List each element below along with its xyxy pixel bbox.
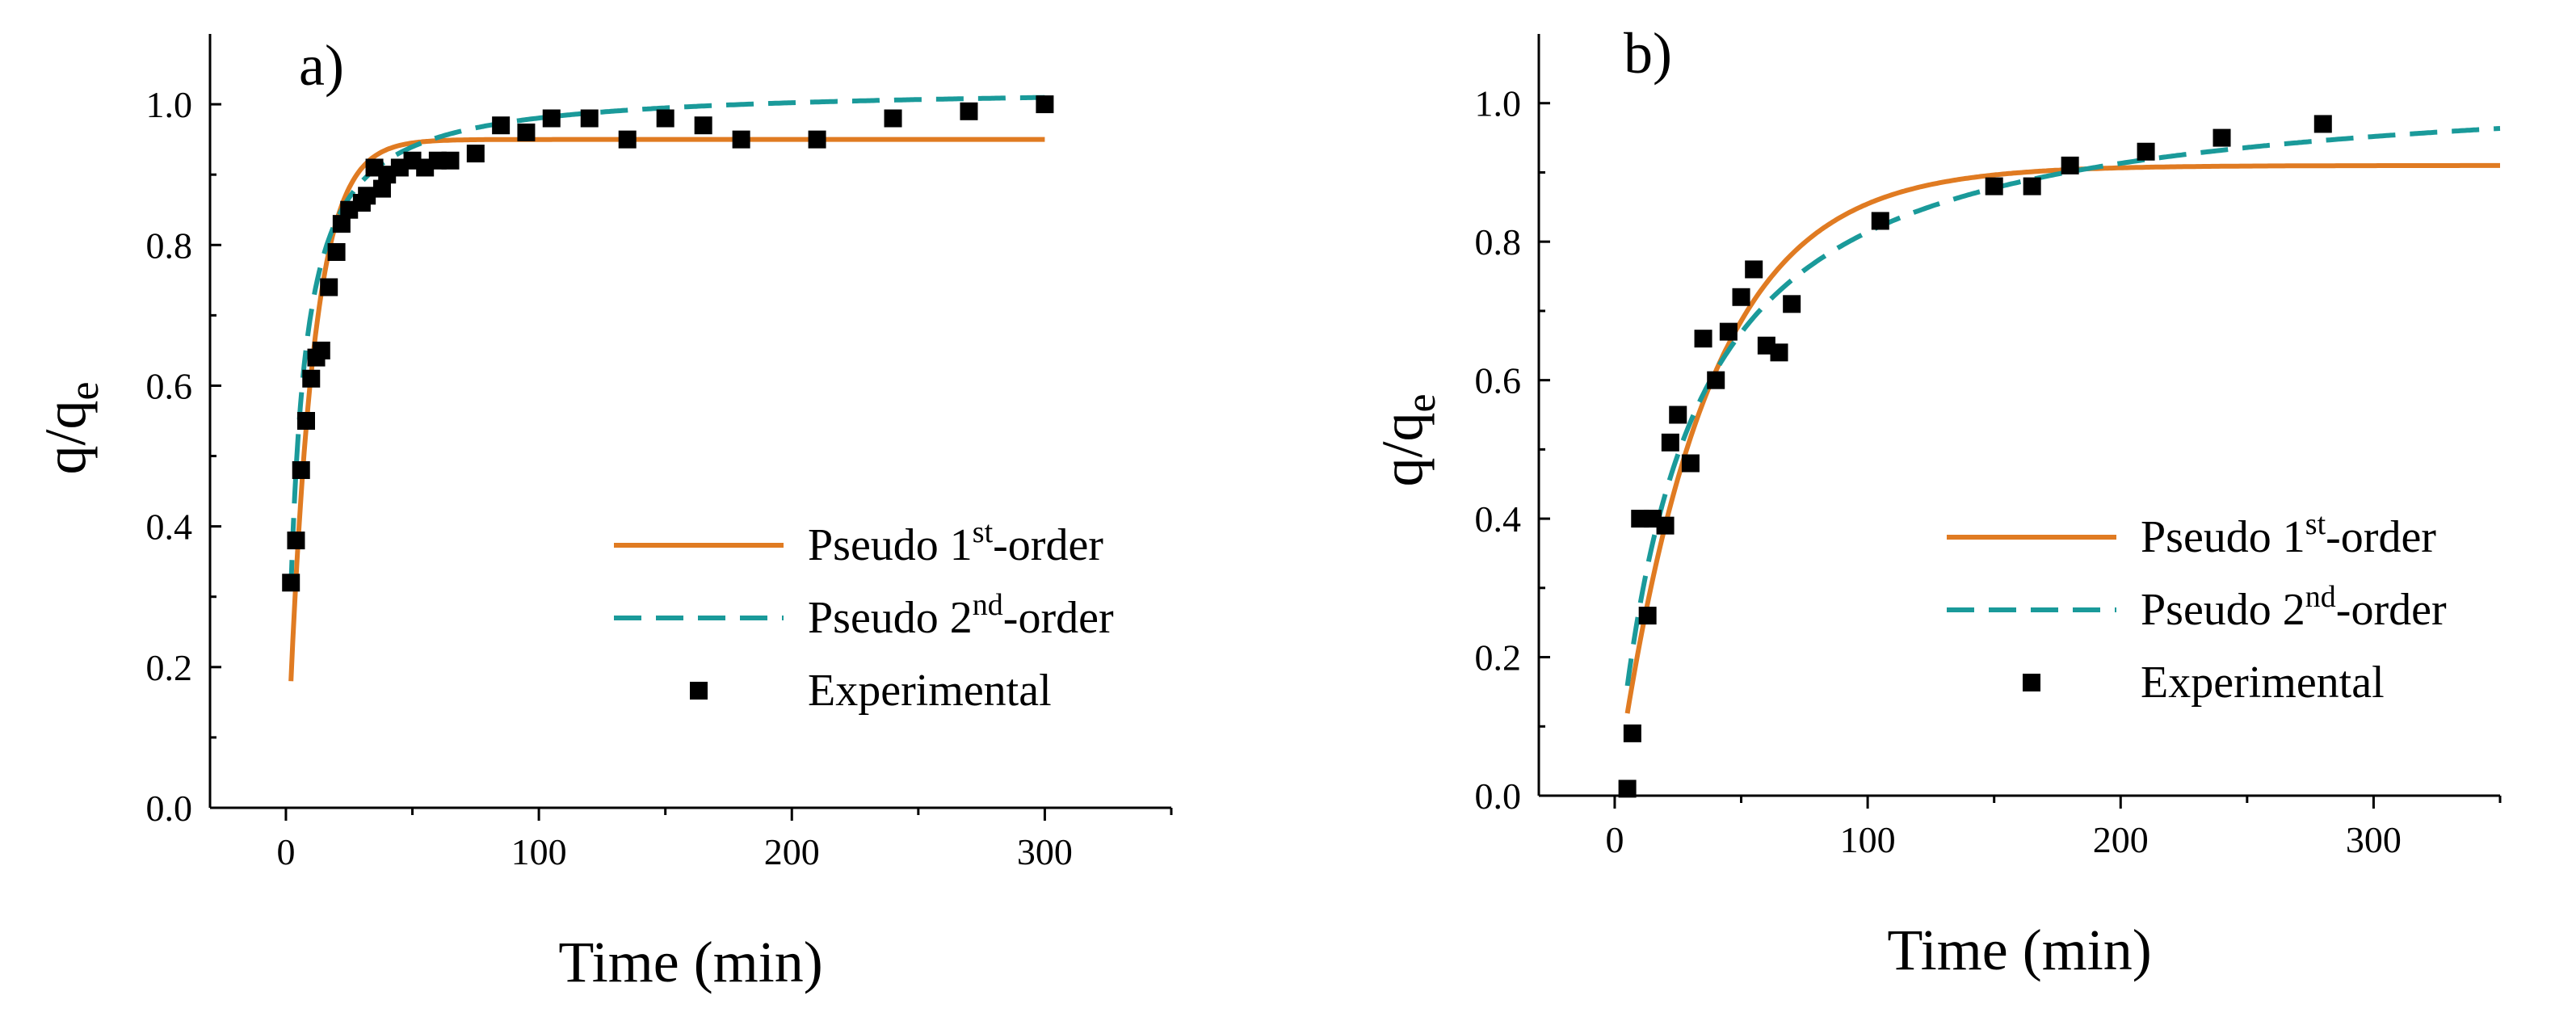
panel-b-experimental-point bbox=[1694, 330, 1712, 348]
panel-a-y-tick-label: 0.0 bbox=[146, 788, 193, 829]
panel-a-x-tick-label: 200 bbox=[764, 831, 820, 872]
panel-b-experimental-point bbox=[1770, 343, 1788, 362]
panel-a-y-tick-label: 0.4 bbox=[146, 506, 193, 548]
panel-b-y-tick-label: 0.0 bbox=[1475, 775, 1522, 817]
panel-b-experimental-point bbox=[1638, 607, 1657, 625]
panel-b-experimental-point bbox=[1681, 454, 1700, 473]
panel-b-x-tick-label: 200 bbox=[2093, 819, 2149, 860]
panel-a-x-axis-title: Time (min) bbox=[558, 930, 822, 994]
panel-a-label: a) bbox=[299, 33, 344, 98]
panel-b-experimental-point bbox=[1719, 322, 1738, 341]
panel-a-y-tick-label: 1.0 bbox=[146, 84, 193, 125]
panel-b-legend-label: Pseudo 1st-order bbox=[2141, 507, 2436, 562]
panel-a-x-tick-label: 100 bbox=[511, 831, 567, 872]
panel-b-experimental-point bbox=[2137, 142, 2155, 161]
panel-b-experimental-point bbox=[1623, 724, 1641, 742]
panel-a-experimental-point bbox=[302, 369, 321, 388]
panel-b-experimental-points bbox=[1618, 115, 2332, 798]
panel-b-experimental-point bbox=[2313, 115, 2332, 133]
panel-a-legend-label: Pseudo 1st-order bbox=[808, 515, 1103, 570]
panel-a-experimental-point bbox=[327, 242, 346, 261]
panel-a-experimental-point bbox=[372, 179, 391, 198]
panel-b-legend-marker-experimental bbox=[2023, 674, 2040, 691]
panel-b-experimental-point bbox=[1732, 288, 1750, 306]
panel-b-legend: Pseudo 1st-order Pseudo 2nd-order Experime… bbox=[1947, 507, 2447, 708]
panel-b: 0.0 0.2 0.4 0.6 0.8 1.0 0 100 200 300 Time (min) q/… bbox=[1370, 21, 2502, 982]
panel-b-y-tick-label: 0.6 bbox=[1475, 360, 1522, 401]
panel-a-experimental-point bbox=[492, 116, 511, 135]
panel-b-experimental-point bbox=[2213, 128, 2231, 147]
panel-a-y-tick-label: 0.8 bbox=[146, 225, 193, 266]
panel-a-experimental-point bbox=[960, 102, 978, 120]
panel-a-experimental-point bbox=[287, 532, 305, 550]
panel-a-experimental-point bbox=[542, 109, 561, 128]
panel-a-experimental-point bbox=[358, 187, 376, 205]
panel-a-experimental-points bbox=[282, 95, 1054, 592]
panel-b-experimental-point bbox=[1783, 295, 1801, 313]
panel-a-pseudo-second-order-line bbox=[288, 95, 1045, 588]
panel-a-experimental-point bbox=[656, 109, 674, 128]
panel-b-legend-label: Pseudo 2nd-order bbox=[2141, 580, 2447, 635]
panel-b-y-tick-label: 0.4 bbox=[1475, 498, 1522, 540]
panel-b-y-tick-label: 1.0 bbox=[1475, 83, 1522, 124]
panel-a-experimental-point bbox=[292, 460, 310, 479]
panel-b-x-tick-label: 100 bbox=[1840, 819, 1896, 860]
panel-b-experimental-point bbox=[1618, 780, 1637, 798]
panel-b-experimental-point bbox=[1656, 516, 1675, 535]
panel-a-experimental-point bbox=[580, 109, 599, 128]
panel-a-y-axis-title: q/qe bbox=[33, 381, 107, 474]
panel-b-x-tick-label: 300 bbox=[2346, 819, 2402, 860]
panel-b-y-axis-title: q/qe bbox=[1370, 393, 1444, 486]
panel-a-experimental-point bbox=[297, 412, 315, 430]
panel-a-experimental-point bbox=[808, 130, 826, 149]
panel-a-experimental-point bbox=[320, 278, 338, 296]
panel-a-x-tick-label: 300 bbox=[1017, 831, 1073, 872]
panel-a-experimental-point bbox=[312, 341, 330, 359]
panel-a-y-tick-label: 0.6 bbox=[146, 365, 193, 406]
panel-a-x-tick-label: 0 bbox=[276, 831, 295, 872]
panel-b-experimental-point bbox=[1669, 406, 1687, 424]
panel-a-legend-label: Pseudo 2nd-order bbox=[808, 588, 1114, 643]
panel-a-experimental-point bbox=[884, 109, 902, 128]
panel-a-experimental-point bbox=[732, 130, 750, 149]
panel-a-legend-marker-experimental bbox=[690, 682, 708, 700]
panel-b-experimental-point bbox=[1745, 260, 1763, 279]
panel-a-experimental-point bbox=[466, 145, 485, 163]
panel-a-legend: Pseudo 1st-order Pseudo 2nd-order Experime… bbox=[614, 515, 1114, 716]
panel-a-experimental-point bbox=[332, 215, 351, 233]
panel-a-experimental-point bbox=[694, 116, 712, 135]
panel-b-label: b) bbox=[1624, 21, 1672, 86]
panel-b-experimental-point bbox=[1707, 371, 1725, 389]
panel-b-experimental-point bbox=[2061, 156, 2079, 174]
panel-b-experimental-point bbox=[1871, 212, 1889, 230]
panel-b-legend-label: Experimental bbox=[2141, 658, 2385, 708]
panel-a-experimental-point bbox=[517, 123, 536, 141]
panel-b-x-axis-title: Time (min) bbox=[1887, 918, 2151, 982]
panel-b-experimental-point bbox=[1661, 433, 1679, 452]
panel-b-experimental-point bbox=[1985, 177, 2003, 195]
panel-b-y-tick-label: 0.8 bbox=[1475, 221, 1522, 263]
panel-b-x-tick-label: 0 bbox=[1605, 819, 1624, 860]
panel-a-experimental-point bbox=[441, 151, 460, 170]
panel-a: 0.0 0.2 0.4 0.6 0.8 1.0 0 100 200 300 Time (min) q/… bbox=[33, 33, 1173, 994]
panel-a-legend-label: Experimental bbox=[808, 666, 1052, 716]
panel-a-experimental-point bbox=[618, 130, 637, 149]
panel-b-experimental-point bbox=[2023, 177, 2041, 195]
panel-b-pseudo-second-order-line bbox=[1624, 126, 2501, 687]
panel-a-experimental-point bbox=[282, 574, 300, 592]
panel-a-y-tick-label: 0.2 bbox=[146, 647, 193, 688]
panel-a-experimental-point bbox=[1036, 95, 1054, 114]
panel-b-y-tick-label: 0.2 bbox=[1475, 637, 1522, 679]
